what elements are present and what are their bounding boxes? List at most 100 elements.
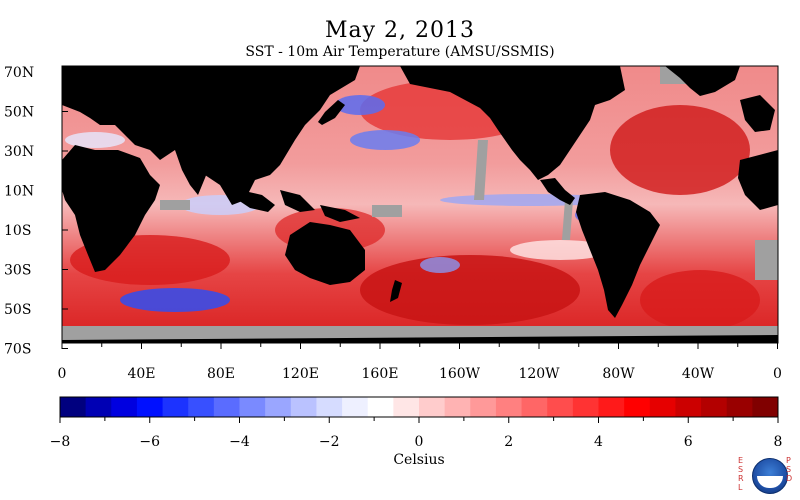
colorbar-tick-label: 0 — [415, 434, 424, 450]
warm-anomaly-patch — [610, 105, 750, 195]
landmass-australia — [285, 222, 365, 285]
landmass-south-america — [576, 192, 660, 318]
colorbar-segment — [265, 397, 292, 417]
map-plot-area — [62, 66, 778, 343]
lon-tick-label: 120E — [282, 366, 319, 382]
colorbar-unit-label: Celsius — [393, 452, 445, 468]
cool-anomaly-patch — [440, 194, 620, 206]
missing-data-patch — [755, 240, 778, 280]
missing-data-patch — [160, 200, 190, 210]
colorbar-tick-label: −8 — [50, 434, 71, 450]
cool-anomaly-patch — [420, 257, 460, 273]
lat-tick-label: 70N — [4, 65, 34, 81]
colorbar-segment — [85, 397, 112, 417]
colorbar-segment — [136, 397, 164, 417]
lat-tick-label: 10S — [4, 223, 31, 239]
landmass-eurasia — [62, 66, 360, 205]
lon-tick-label: 120W — [518, 366, 560, 382]
warm-anomaly-patch — [640, 270, 760, 330]
colorbar-segment — [495, 397, 523, 417]
logo-letter: R — [738, 474, 744, 483]
landmass-europe-west — [740, 95, 775, 132]
cool-anomaly-patch — [65, 132, 125, 148]
noaa-emblem-icon — [752, 458, 788, 494]
colorbar-segment — [111, 397, 138, 417]
colorbar-segment — [572, 397, 599, 417]
logo-letter: E — [738, 456, 744, 465]
colorbar-tick-label: 2 — [504, 434, 513, 450]
colorbar-segment — [598, 397, 625, 417]
colorbar-segment — [521, 397, 548, 417]
lon-tick-label: 40E — [127, 366, 155, 382]
lon-tick-label: 80W — [602, 366, 635, 382]
colorbar-segment — [239, 397, 266, 417]
lat-tick-label: 50N — [4, 105, 34, 121]
landmass-central-america — [540, 178, 575, 205]
colorbar-segment — [752, 397, 779, 417]
landmass-north-america — [400, 66, 625, 180]
colorbar-segment — [624, 397, 651, 417]
lat-tick-label: 10N — [4, 184, 34, 200]
landmass-japan — [318, 100, 345, 125]
colorbar-tick-label: −6 — [139, 434, 160, 450]
colorbar-segment — [547, 397, 574, 417]
colorbar-tick-label: 8 — [774, 434, 783, 450]
lat-tick-label: 30S — [4, 263, 31, 279]
colorbar-segment — [701, 397, 728, 417]
landmass-borneo — [280, 190, 315, 212]
colorbar-segment — [419, 397, 446, 417]
colorbar-segment — [290, 397, 317, 417]
landmass-india — [175, 150, 212, 195]
landmass-new-guinea — [320, 205, 360, 222]
missing-data-patch — [372, 205, 402, 217]
colorbar-segment — [367, 397, 394, 417]
colorbar-segment — [188, 397, 215, 417]
logo-letter: S — [738, 465, 744, 474]
landmass-greenland — [665, 66, 740, 96]
lon-tick-label: 40W — [682, 366, 715, 382]
landmass-west-africa — [738, 150, 778, 210]
map-title: May 2, 2013 — [324, 18, 476, 43]
landmass-africa — [62, 145, 160, 272]
logo-letter: S — [786, 465, 792, 474]
cool-anomaly-patch — [335, 95, 385, 115]
colorbar-tick-label: 6 — [684, 434, 693, 450]
lat-tick-label: 30N — [4, 144, 34, 160]
logo-letter: P — [786, 456, 791, 465]
lon-tick-label: 160E — [362, 366, 399, 382]
colorbar-segment — [213, 397, 240, 417]
lon-tick-label: 80E — [207, 366, 235, 382]
colorbar-tick-label: 4 — [594, 434, 603, 450]
colorbar: −8 −6 −4 −2 0 2 4 6 8 — [50, 396, 783, 450]
colorbar-segment — [649, 397, 676, 417]
land-masses — [62, 66, 778, 343]
lat-tick-label: 50S — [4, 302, 31, 318]
map-subtitle: SST - 10m Air Temperature (AMSU/SSMIS) — [245, 44, 555, 60]
warm-anomaly-patch — [360, 255, 580, 325]
lon-tick-label: 0 — [58, 366, 67, 382]
colorbar-segment — [342, 397, 369, 417]
lat-tick-label: 70S — [4, 342, 31, 358]
missing-data-swath — [562, 200, 573, 240]
colorbar-segment — [444, 397, 471, 417]
colorbar-segment — [316, 397, 343, 417]
colorbar-segment — [393, 397, 420, 417]
colorbar-segment — [726, 397, 753, 417]
colorbar-tick-label: −2 — [319, 434, 340, 450]
landmass-new-zealand — [390, 280, 402, 302]
missing-data-swath — [474, 140, 488, 200]
neutral-patch — [510, 240, 610, 260]
cool-anomaly-patch — [350, 130, 420, 150]
landmass-antarctica — [62, 335, 778, 343]
cool-anomaly-patch — [120, 288, 230, 312]
landmass-indonesia — [238, 190, 275, 212]
longitude-axis: 0 40E 80E 120E 160E 160W 120W 80W 40W 0 — [58, 343, 782, 382]
colorbar-segment — [60, 397, 87, 417]
logo-letter: D — [786, 474, 793, 483]
latitude-axis: 70N 50N 30N 10N 10S 30S 50S 70S — [4, 65, 68, 358]
colorbar-tick-label: −4 — [229, 434, 250, 450]
colorbar-segment — [675, 397, 702, 417]
